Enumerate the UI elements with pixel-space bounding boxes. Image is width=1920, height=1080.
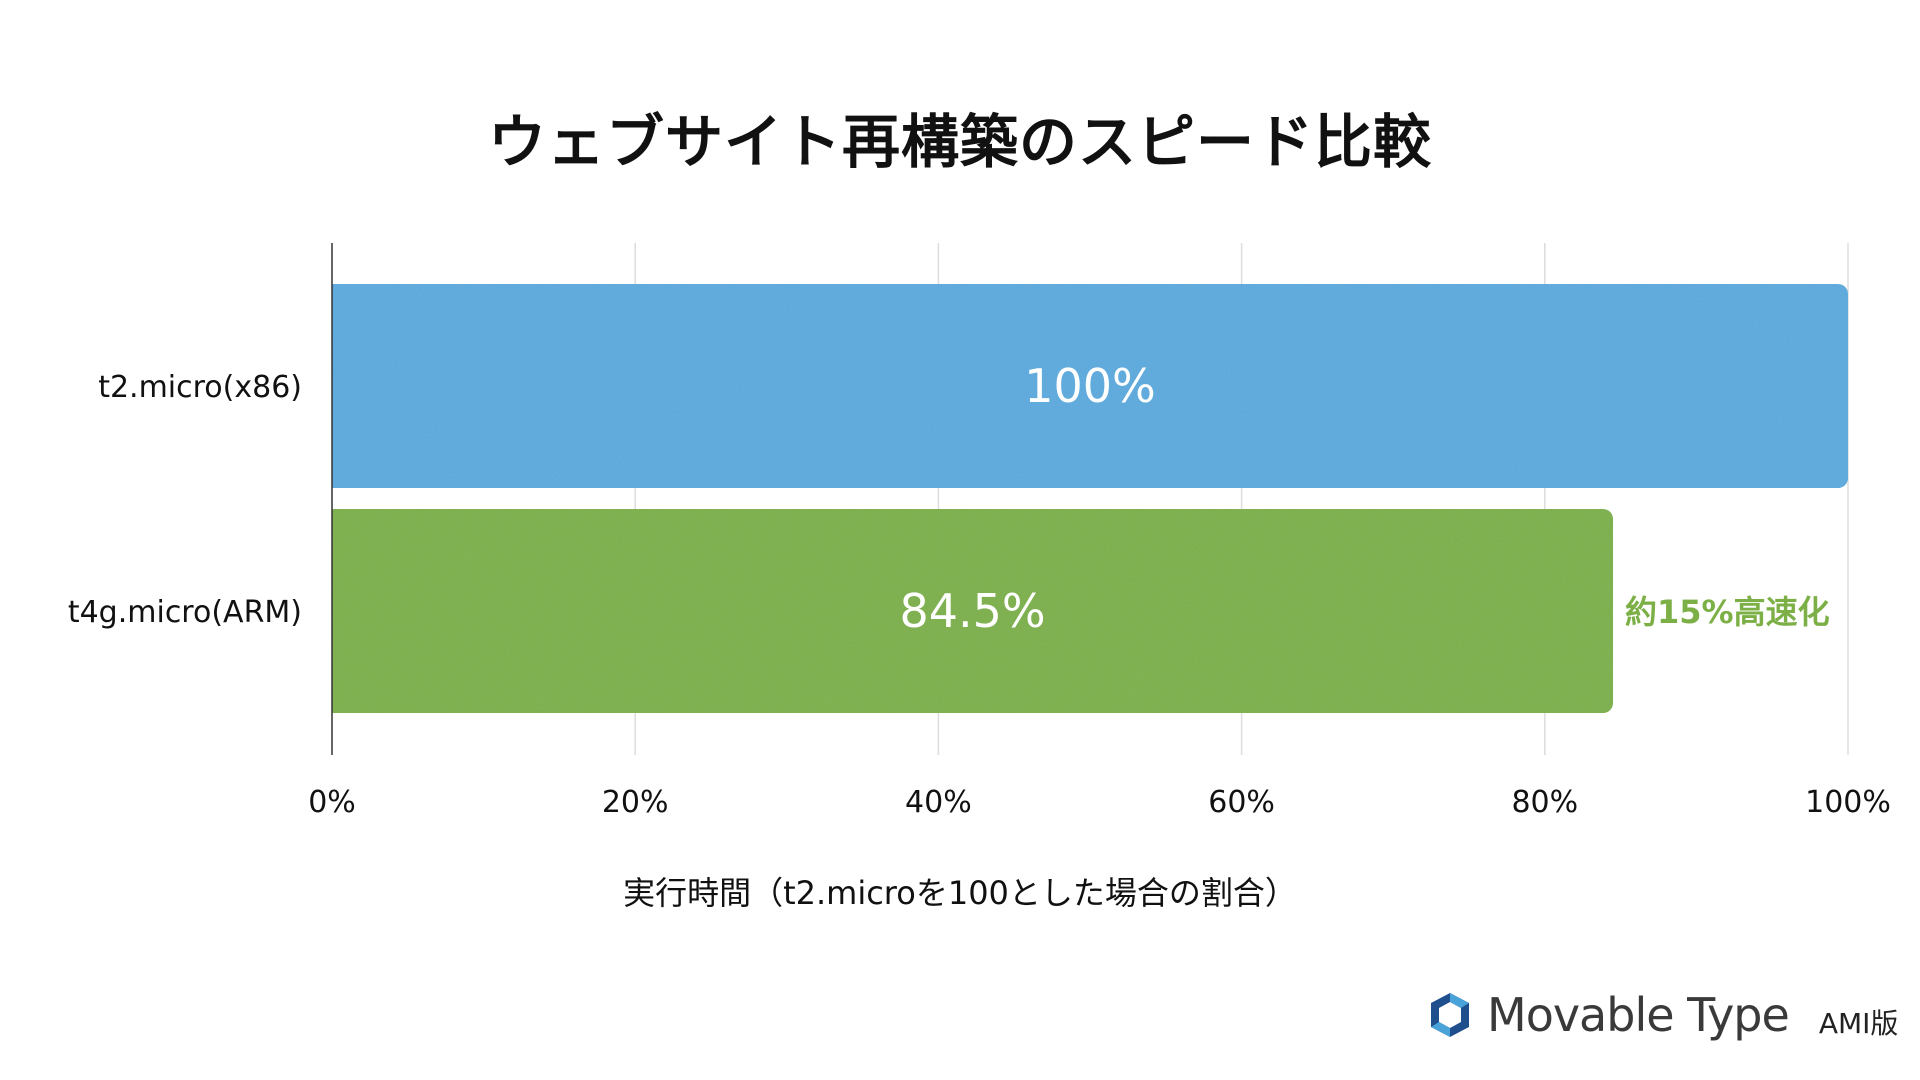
x-tick-label: 40% [905,785,972,820]
labels: 0% 20% 40% 60% 80% 100% 100% t2.micro(x86) 84.5%… [68,359,1891,820]
logo-brand-text: Movable Type [1487,988,1790,1042]
x-tick-label: 80% [1511,785,1578,820]
x-tick-label: 0% [308,785,356,820]
bar [332,284,1848,488]
bars [332,284,1848,713]
y-category-label: t4g.micro(ARM) [68,595,302,630]
bar-left-edge [332,509,346,713]
chart-title: ウェブサイト再構築のスピード比較 [487,108,1432,176]
bar-left-edge [332,284,346,488]
movable-type-logo: Movable Type AMI版 [1425,980,1898,1050]
data-label: 84.5% [899,584,1045,638]
x-tick-label: 60% [1208,785,1275,820]
x-tick-label: 100% [1805,785,1891,820]
data-label: 100% [1024,359,1156,413]
speedup-annotation: 約15%高速化 [1625,593,1830,631]
movable-type-logo-icon [1431,993,1469,1037]
y-category-label: t2.micro(x86) [98,370,302,405]
x-axis-title: 実行時間（t2.microを100とした場合の割合） [623,874,1297,912]
logo-edition-text: AMI版 [1818,1007,1899,1040]
bar [332,509,1614,713]
x-tick-label: 20% [602,785,669,820]
